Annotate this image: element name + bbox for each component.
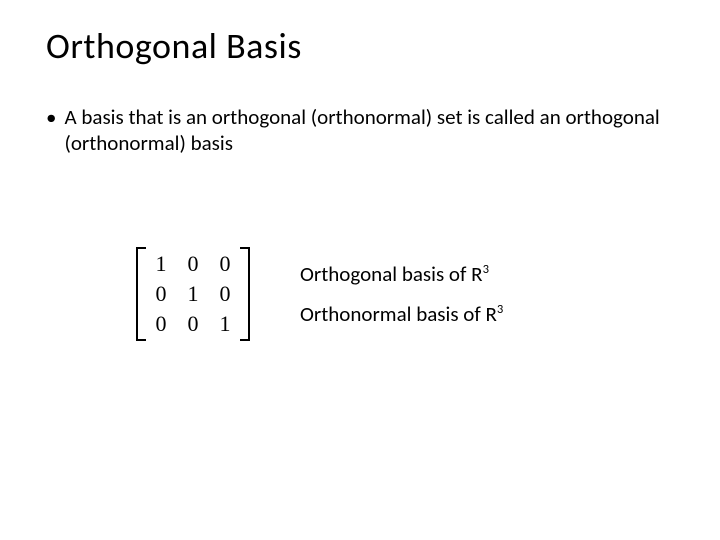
content-row: 1 0 0 0 1 0 0 0 1 Orthogonal basis of R3… (46, 247, 674, 341)
matrix-cell: 0 (154, 281, 168, 307)
bullet-item: • A basis that is an orthogonal (orthono… (46, 104, 674, 157)
matrix-grid: 1 0 0 0 1 0 0 0 1 (146, 247, 240, 341)
matrix-cell: 0 (154, 311, 168, 337)
matrix-cell: 0 (218, 281, 232, 307)
matrix-cell: 0 (186, 311, 200, 337)
label-text: Orthonormal basis of R (300, 301, 497, 327)
bracket-right-icon (240, 247, 250, 341)
matrix-cell: 0 (218, 251, 232, 277)
slide-title: Orthogonal Basis (46, 24, 674, 68)
bracket-left-icon (136, 247, 146, 341)
label-superscript: 3 (497, 302, 503, 317)
label-superscript: 3 (483, 262, 489, 277)
label-text: Orthogonal basis of R (300, 261, 483, 287)
orthonormal-basis-label: Orthonormal basis of R3 (300, 301, 503, 327)
basis-labels: Orthogonal basis of R3 Orthonormal basis… (300, 261, 503, 327)
identity-matrix: 1 0 0 0 1 0 0 0 1 (136, 247, 250, 341)
matrix-cell: 1 (186, 281, 200, 307)
bullet-text: A basis that is an orthogonal (orthonorm… (64, 104, 674, 157)
orthogonal-basis-label: Orthogonal basis of R3 (300, 261, 503, 287)
bullet-marker: • (46, 104, 56, 130)
matrix-cell: 0 (186, 251, 200, 277)
matrix-cell: 1 (218, 311, 232, 337)
slide: Orthogonal Basis • A basis that is an or… (0, 0, 720, 365)
matrix-cell: 1 (154, 251, 168, 277)
